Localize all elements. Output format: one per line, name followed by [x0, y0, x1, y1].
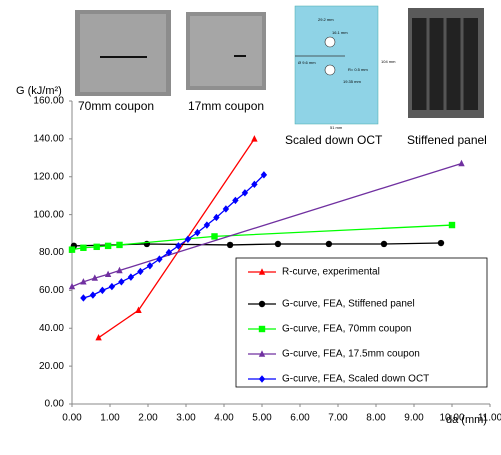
marker	[194, 228, 201, 237]
oct-label: Ø 9.6 mm	[298, 60, 316, 65]
marker	[156, 255, 163, 263]
x-tick-label: 6.00	[290, 413, 310, 424]
y-tick-label: 80.00	[39, 247, 64, 258]
y-tick-label: 160.00	[33, 96, 64, 107]
series-line	[98, 138, 255, 339]
marker	[241, 189, 249, 197]
caption: 17mm coupon	[188, 99, 264, 113]
marker	[137, 267, 144, 276]
y-axis-label: G (kJ/m²)	[16, 85, 62, 97]
marker	[251, 135, 258, 142]
hole	[324, 36, 336, 48]
marker	[93, 243, 100, 251]
marker	[258, 375, 266, 383]
marker	[258, 325, 266, 333]
marker	[274, 240, 282, 248]
marker	[258, 350, 266, 357]
marker	[175, 242, 182, 250]
marker	[380, 240, 388, 248]
legend-box	[235, 257, 488, 388]
caption: Stiffened panel	[407, 133, 487, 147]
marker	[127, 273, 135, 281]
legend-label: G-curve, FEA, 17.5mm coupon	[282, 349, 420, 360]
marker	[226, 241, 234, 249]
series-line	[71, 224, 453, 251]
y-tick-label: 0.00	[45, 399, 65, 410]
marker	[116, 266, 123, 274]
x-tick-label: 11.00	[478, 413, 501, 424]
legend-label: G-curve, FEA, 70mm coupon	[282, 324, 412, 335]
marker	[91, 274, 98, 281]
oct-label: 19.35 mm	[343, 79, 361, 84]
caption: Scaled down OCT	[285, 133, 383, 147]
photo-texture	[80, 14, 166, 92]
marker	[222, 205, 230, 213]
marker	[104, 242, 112, 250]
x-tick-label: 4.00	[214, 413, 234, 424]
marker	[80, 244, 87, 251]
y-tick-label: 100.00	[33, 209, 64, 220]
legend-label: R-curve, experimental	[282, 267, 380, 278]
marker	[80, 278, 87, 285]
x-tick-label: 5.00	[252, 413, 272, 424]
oct-label: 29.2 mm	[318, 17, 334, 22]
marker	[104, 270, 112, 277]
oct-label: 16.1 mm	[332, 30, 348, 35]
marker	[325, 240, 333, 248]
marker	[437, 239, 445, 247]
marker	[108, 282, 116, 291]
marker	[118, 278, 125, 286]
marker	[213, 213, 220, 222]
marker	[68, 246, 76, 253]
marker	[89, 291, 97, 299]
y-tick-label: 140.00	[33, 134, 64, 145]
y-tick-label: 60.00	[39, 285, 64, 296]
oct-label: 104 mm	[381, 59, 396, 64]
x-tick-label: 8.00	[366, 413, 386, 424]
x-tick-label: 9.00	[404, 413, 424, 424]
marker	[258, 268, 266, 275]
caption: 70mm coupon	[78, 99, 154, 113]
oct-label: 51 mm	[330, 125, 343, 130]
marker	[251, 180, 258, 189]
x-tick-label: 3.00	[176, 413, 196, 424]
marker	[135, 306, 142, 313]
oct-label: R= 0.5 mm	[348, 67, 368, 72]
marker	[448, 221, 456, 229]
y-tick-label: 40.00	[39, 323, 64, 334]
marker	[80, 294, 87, 302]
x-tick-label: 7.00	[328, 413, 348, 424]
x-tick-label: 10.00	[439, 413, 464, 424]
marker	[184, 235, 192, 243]
legend-label: G-curve, FEA, Scaled down OCT	[282, 374, 429, 385]
marker	[203, 221, 211, 229]
y-tick-label: 20.00	[39, 361, 64, 372]
marker	[99, 286, 106, 295]
marker	[458, 159, 465, 167]
marker	[116, 241, 123, 249]
marker	[260, 171, 268, 179]
photos: 29.2 mm 16.1 mm Ø 9.6 mm R= 0.5 mm 19.35…	[75, 5, 487, 147]
photo-texture	[190, 16, 262, 86]
marker	[165, 248, 173, 257]
x-tick-label: 2.00	[138, 413, 158, 424]
oct-drawing	[294, 5, 379, 125]
x-tick-label: 1.00	[100, 413, 120, 424]
marker	[95, 334, 102, 341]
x-tick-label: 0.00	[62, 413, 82, 424]
y-tick-label: 120.00	[33, 171, 64, 182]
marker	[211, 233, 218, 240]
marker	[146, 262, 154, 270]
hole	[324, 64, 336, 76]
marker	[232, 196, 239, 205]
marker	[258, 300, 266, 308]
legend-label: G-curve, FEA, Stiffened panel	[282, 299, 415, 310]
marker	[68, 282, 76, 290]
x-axis-label: da (mm)	[446, 414, 487, 426]
